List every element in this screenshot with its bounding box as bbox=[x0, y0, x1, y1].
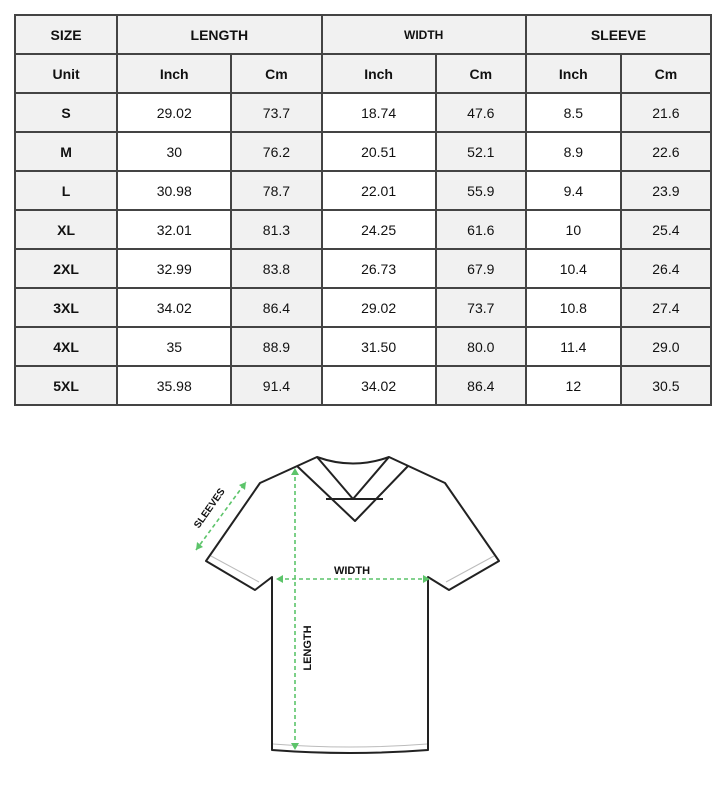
length-inch-cell: 32.99 bbox=[116, 248, 233, 289]
length-cm-cell: 73.7 bbox=[230, 92, 323, 133]
length-cm-header: Cm bbox=[230, 53, 323, 94]
table-row: L 30.98 78.7 22.01 55.9 9.4 23.9 bbox=[13, 170, 713, 211]
length-inch-cell: 34.02 bbox=[116, 287, 233, 328]
table-row: 5XL 35.98 91.4 34.02 86.4 12 30.5 bbox=[13, 365, 713, 406]
size-header: SIZE bbox=[13, 14, 119, 55]
width-cm-cell: 47.6 bbox=[434, 92, 527, 133]
sleeve-cm-header: Cm bbox=[619, 53, 713, 94]
width-inch-header: Inch bbox=[320, 53, 437, 94]
sleeve-inch-cell: 12 bbox=[524, 365, 622, 406]
sleeve-inch-cell: 10 bbox=[524, 209, 622, 250]
width-inch-cell: 26.73 bbox=[320, 248, 437, 289]
sleeve-cm-cell: 22.6 bbox=[619, 131, 713, 172]
length-inch-cell: 35.98 bbox=[116, 365, 233, 406]
length-cm-cell: 86.4 bbox=[230, 287, 323, 328]
measure-arrows bbox=[195, 470, 428, 748]
sleeve-cm-cell: 23.9 bbox=[619, 170, 713, 211]
width-cm-cell: 52.1 bbox=[434, 131, 527, 172]
width-cm-header: Cm bbox=[434, 53, 527, 94]
sleeve-inch-cell: 8.5 bbox=[524, 92, 622, 133]
size-cell: 5XL bbox=[13, 365, 119, 406]
length-header: LENGTH bbox=[116, 14, 323, 55]
table-row: 2XL 32.99 83.8 26.73 67.9 10.4 26.4 bbox=[13, 248, 713, 289]
sleeve-inch-cell: 10.8 bbox=[524, 287, 622, 328]
length-inch-cell: 29.02 bbox=[116, 92, 233, 133]
length-cm-cell: 91.4 bbox=[230, 365, 323, 406]
sleeve-arrow bbox=[195, 481, 247, 551]
size-cell: 4XL bbox=[13, 326, 119, 367]
length-inch-cell: 32.01 bbox=[116, 209, 233, 250]
sleeve-inch-cell: 9.4 bbox=[524, 170, 622, 211]
width-cm-cell: 73.7 bbox=[434, 287, 527, 328]
unit-label: Unit bbox=[13, 53, 119, 94]
sleeve-cm-cell: 26.4 bbox=[619, 248, 713, 289]
unit-row: Unit Inch Cm Inch Cm Inch Cm bbox=[13, 53, 713, 94]
width-header: WIDTH bbox=[320, 14, 527, 55]
width-inch-cell: 29.02 bbox=[320, 287, 437, 328]
size-cell: S bbox=[13, 92, 119, 133]
tshirt-outline bbox=[205, 456, 500, 754]
sleeve-inch-cell: 10.4 bbox=[524, 248, 622, 289]
width-inch-cell: 31.50 bbox=[320, 326, 437, 367]
sleeve-cm-cell: 29.0 bbox=[619, 326, 713, 367]
table-row: S 29.02 73.7 18.74 47.6 8.5 21.6 bbox=[13, 92, 713, 133]
width-cm-cell: 61.6 bbox=[434, 209, 527, 250]
length-inch-cell: 30 bbox=[116, 131, 233, 172]
table-row: M 30 76.2 20.51 52.1 8.9 22.6 bbox=[13, 131, 713, 172]
width-cm-cell: 80.0 bbox=[434, 326, 527, 367]
width-inch-cell: 22.01 bbox=[320, 170, 437, 211]
size-cell: M bbox=[13, 131, 119, 172]
size-chart-table: SIZE LENGTH WIDTH SLEEVE Unit Inch Cm In… bbox=[13, 14, 713, 406]
width-cm-cell: 55.9 bbox=[434, 170, 527, 211]
sleeve-inch-cell: 8.9 bbox=[524, 131, 622, 172]
size-cell: L bbox=[13, 170, 119, 211]
sleeve-cm-cell: 21.6 bbox=[619, 92, 713, 133]
length-cm-cell: 83.8 bbox=[230, 248, 323, 289]
sleeves-label: SLEEVES bbox=[192, 486, 228, 530]
length-cm-cell: 76.2 bbox=[230, 131, 323, 172]
size-cell: 3XL bbox=[13, 287, 119, 328]
size-cell: 2XL bbox=[13, 248, 119, 289]
length-label: LENGTH bbox=[302, 625, 314, 670]
sleeve-cm-cell: 27.4 bbox=[619, 287, 713, 328]
table-row: 3XL 34.02 86.4 29.02 73.7 10.8 27.4 bbox=[13, 287, 713, 328]
length-inch-cell: 35 bbox=[116, 326, 233, 367]
header-row: SIZE LENGTH WIDTH SLEEVE bbox=[13, 14, 713, 55]
width-label: WIDTH bbox=[334, 565, 370, 577]
size-cell: XL bbox=[13, 209, 119, 250]
width-cm-cell: 67.9 bbox=[434, 248, 527, 289]
sleeve-cm-cell: 25.4 bbox=[619, 209, 713, 250]
sleeve-cm-cell: 30.5 bbox=[619, 365, 713, 406]
arrowheads bbox=[196, 468, 430, 750]
sleeve-inch-header: Inch bbox=[524, 53, 622, 94]
length-cm-cell: 78.7 bbox=[230, 170, 323, 211]
table-row: XL 32.01 81.3 24.25 61.6 10 25.4 bbox=[13, 209, 713, 250]
sleeve-header: SLEEVE bbox=[524, 14, 713, 55]
width-inch-cell: 18.74 bbox=[320, 92, 437, 133]
width-inch-cell: 24.25 bbox=[320, 209, 437, 250]
length-inch-header: Inch bbox=[116, 53, 233, 94]
length-inch-cell: 30.98 bbox=[116, 170, 233, 211]
table-row: 4XL 35 88.9 31.50 80.0 11.4 29.0 bbox=[13, 326, 713, 367]
sleeve-inch-cell: 11.4 bbox=[524, 326, 622, 367]
length-cm-cell: 81.3 bbox=[230, 209, 323, 250]
length-cm-cell: 88.9 bbox=[230, 326, 323, 367]
hem-stitching bbox=[210, 555, 495, 748]
width-cm-cell: 86.4 bbox=[434, 365, 527, 406]
width-inch-cell: 34.02 bbox=[320, 365, 437, 406]
width-inch-cell: 20.51 bbox=[320, 131, 437, 172]
